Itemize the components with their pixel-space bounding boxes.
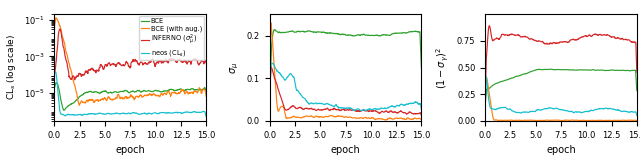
- neos ($\mathrm{CL}_s$): [199, 111, 207, 112]
- Y-axis label: $(1 - \sigma_{\gamma})^2$: $(1 - \sigma_{\gamma})^2$: [435, 47, 451, 89]
- Line: BCE (with aug.): BCE (with aug.): [54, 18, 206, 105]
- BCE: [141, 90, 149, 92]
- BCE: [133, 90, 141, 92]
- BCE: [52, 82, 60, 84]
- Y-axis label: $\sigma_{\mu}$: $\sigma_{\mu}$: [229, 62, 241, 74]
- neos ($\mathrm{CL}_s$): [123, 113, 131, 115]
- BCE (with aug.): [52, 17, 60, 19]
- neos ($\mathrm{CL}_s$): [202, 115, 210, 117]
- BCE: [51, 87, 58, 89]
- BCE (with aug.): [199, 88, 207, 90]
- INFERNO ($\sigma_{\mu}^{2}$): [124, 63, 132, 65]
- neos ($\mathrm{CL}_s$): [52, 71, 60, 73]
- BCE (with aug.): [76, 104, 83, 106]
- BCE: [202, 90, 210, 92]
- neos ($\mathrm{CL}_s$): [51, 72, 58, 74]
- Line: BCE: BCE: [54, 83, 206, 110]
- BCE (with aug.): [51, 31, 58, 33]
- INFERNO ($\sigma_{\mu}^{2}$): [202, 62, 210, 64]
- BCE (with aug.): [202, 95, 210, 97]
- BCE: [60, 109, 67, 111]
- INFERNO ($\sigma_{\mu}^{2}$): [175, 58, 183, 60]
- INFERNO ($\sigma_{\mu}^{2}$): [141, 62, 149, 63]
- neos ($\mathrm{CL}_s$): [175, 112, 183, 114]
- BCE (with aug.): [175, 92, 183, 94]
- neos ($\mathrm{CL}_s$): [133, 112, 141, 114]
- X-axis label: epoch: epoch: [331, 145, 360, 155]
- BCE: [175, 88, 183, 90]
- BCE: [199, 89, 207, 90]
- INFERNO ($\sigma_{\mu}^{2}$): [199, 60, 207, 62]
- BCE (with aug.): [141, 94, 149, 96]
- INFERNO ($\sigma_{\mu}^{2}$): [71, 79, 79, 81]
- INFERNO ($\sigma_{\mu}^{2}$): [124, 62, 131, 64]
- BCE (with aug.): [124, 98, 131, 100]
- INFERNO ($\sigma_{\mu}^{2}$): [51, 74, 58, 76]
- Line: neos ($\mathrm{CL}_s$): neos ($\mathrm{CL}_s$): [54, 72, 206, 116]
- Legend: BCE, BCE (with aug.), INFERNO ($\sigma_{\mu}^{2}$), neos ($\mathrm{CL}_s$): BCE, BCE (with aug.), INFERNO ($\sigma_{…: [139, 16, 204, 60]
- INFERNO ($\sigma_{\mu}^{2}$): [133, 61, 141, 63]
- INFERNO ($\sigma_{\mu}^{2}$): [56, 28, 64, 30]
- X-axis label: epoch: epoch: [546, 145, 576, 155]
- BCE (with aug.): [124, 97, 132, 98]
- Y-axis label: $\mathrm{CL}_s$ (log scale): $\mathrm{CL}_s$ (log scale): [5, 35, 18, 100]
- BCE (with aug.): [133, 95, 141, 97]
- BCE: [124, 90, 131, 92]
- neos ($\mathrm{CL}_s$): [141, 112, 149, 114]
- Line: INFERNO ($\sigma_{\mu}^{2}$): INFERNO ($\sigma_{\mu}^{2}$): [54, 29, 206, 80]
- BCE: [124, 91, 132, 93]
- neos ($\mathrm{CL}_s$): [124, 113, 131, 114]
- X-axis label: epoch: epoch: [115, 145, 145, 155]
